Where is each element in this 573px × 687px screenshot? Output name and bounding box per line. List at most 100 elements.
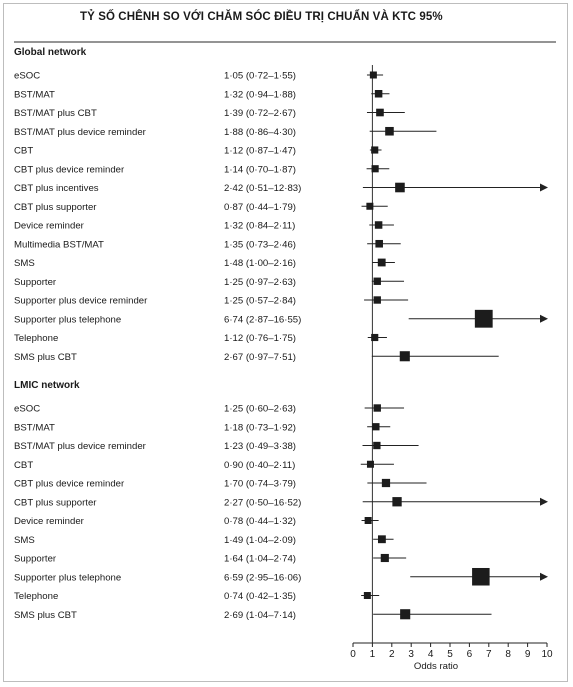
row-label: BST/MAT bbox=[14, 422, 55, 433]
point-estimate bbox=[373, 441, 381, 450]
point-estimate bbox=[474, 309, 493, 328]
forest-row: eSOC 1·05 (0·72–1·55) bbox=[14, 71, 384, 82]
forest-row: SMS plus CBT 2·67 (0·97–7·51) bbox=[14, 351, 499, 363]
point-estimate bbox=[371, 165, 379, 173]
forest-row: CBT plus supporter 0·87 (0·44–1·79) bbox=[14, 202, 388, 213]
x-tick-label: 6 bbox=[467, 649, 473, 660]
row-label: Supporter plus telephone bbox=[14, 314, 121, 325]
row-ci-text: 1·70 (0·74–3·79) bbox=[224, 479, 296, 490]
forest-row: Telephone 1·12 (0·76–1·75) bbox=[14, 333, 387, 344]
row-ci-text: 6·74 (2·87–16·55) bbox=[224, 314, 301, 325]
forest-row: Telephone 0·74 (0·42–1·35) bbox=[14, 591, 380, 602]
forest-row: CBT plus device reminder 1·14 (0·70–1·87) bbox=[14, 164, 390, 175]
forest-row: Supporter 1·25 (0·97–2·63) bbox=[14, 277, 405, 288]
point-estimate bbox=[472, 567, 490, 586]
x-tick-label: 0 bbox=[350, 649, 356, 660]
x-tick-label: 2 bbox=[389, 649, 395, 660]
ci-arrow bbox=[540, 314, 548, 323]
row-ci-text: 2·42 (0·51–12·83) bbox=[224, 183, 301, 194]
point-estimate bbox=[373, 296, 381, 304]
point-estimate bbox=[374, 221, 383, 229]
row-ci-text: 0·78 (0·44–1·32) bbox=[224, 516, 296, 527]
row-ci-text: 1·05 (0·72–1·55) bbox=[224, 71, 296, 82]
row-label: Supporter bbox=[14, 277, 57, 288]
forest-row: CBT 1·12 (0·87–1·47) bbox=[14, 146, 382, 157]
x-tick-label: 10 bbox=[541, 649, 553, 660]
row-ci-text: 6·59 (2·95–16·06) bbox=[224, 572, 301, 583]
point-estimate bbox=[371, 333, 379, 342]
point-estimate bbox=[400, 609, 411, 620]
row-label: SMS bbox=[14, 258, 35, 269]
ci-arrow bbox=[540, 572, 548, 581]
x-tick-label: 1 bbox=[370, 649, 376, 660]
group-0: Global network eSOC 1·05 (0·72–1·55) BST/MA… bbox=[14, 47, 548, 363]
x-tick-label: 3 bbox=[408, 649, 414, 660]
point-estimate bbox=[374, 89, 383, 98]
row-ci-text: 1·12 (0·87–1·47) bbox=[224, 146, 296, 157]
row-label: Supporter plus telephone bbox=[14, 572, 121, 583]
row-label: CBT plus supporter bbox=[14, 497, 97, 508]
point-estimate bbox=[373, 404, 381, 412]
point-estimate bbox=[385, 126, 394, 136]
point-estimate bbox=[392, 497, 402, 507]
row-ci-text: 1·25 (0·57–2·84) bbox=[224, 296, 296, 307]
forest-row: SMS 1·48 (1·00–2·16) bbox=[14, 258, 395, 269]
forest-row: SMS 1·49 (1·04–2·09) bbox=[14, 535, 394, 546]
forest-row: Multimedia BST/MAT 1·35 (0·73–2·46) bbox=[14, 239, 401, 250]
point-estimate bbox=[364, 517, 372, 524]
row-ci-text: 0·87 (0·44–1·79) bbox=[224, 202, 296, 213]
x-tick-label: 5 bbox=[447, 649, 453, 660]
section-title: Global network bbox=[14, 47, 87, 58]
chart-frame bbox=[3, 3, 568, 682]
row-ci-text: 1·25 (0·97–2·63) bbox=[224, 277, 296, 288]
group-1: LMIC network eSOC 1·25 (0·60–2·63) BST/MAT 1… bbox=[14, 380, 548, 621]
row-label: BST/MAT plus device reminder bbox=[14, 441, 147, 452]
point-estimate bbox=[369, 71, 377, 79]
forest-row: BST/MAT plus device reminder 1·23 (0·49–3… bbox=[14, 441, 419, 452]
row-label: CBT plus device reminder bbox=[14, 479, 125, 490]
forest-row: Supporter plus telephone 6·74 (2·87–16·55… bbox=[14, 309, 548, 328]
row-label: CBT plus incentives bbox=[14, 183, 99, 194]
ci-arrow bbox=[540, 183, 548, 192]
forest-row: Device reminder 0·78 (0·44–1·32) bbox=[14, 516, 379, 527]
row-label: BST/MAT plus device reminder bbox=[14, 127, 147, 138]
row-ci-text: 1·32 (0·94–1·88) bbox=[224, 89, 296, 100]
forest-row: CBT plus supporter 2·27 (0·50–16·52) bbox=[14, 497, 548, 508]
x-tick-label: 7 bbox=[486, 649, 492, 660]
row-label: SMS plus CBT bbox=[14, 352, 77, 363]
x-tick-label: 9 bbox=[525, 649, 531, 660]
row-label: Supporter plus device reminder bbox=[14, 296, 148, 307]
row-ci-text: 2·69 (1·04–7·14) bbox=[224, 610, 296, 621]
forest-row: Supporter plus telephone 6·59 (2·95–16·06… bbox=[14, 567, 548, 586]
row-label: Multimedia BST/MAT bbox=[14, 239, 104, 250]
x-tick-label: 4 bbox=[428, 649, 434, 660]
row-ci-text: 1·12 (0·76–1·75) bbox=[224, 333, 296, 344]
point-estimate bbox=[381, 478, 391, 488]
row-ci-text: 2·67 (0·97–7·51) bbox=[224, 352, 296, 363]
forest-row: CBT plus incentives 2·42 (0·51–12·83) bbox=[14, 182, 548, 194]
section-title: LMIC network bbox=[14, 380, 80, 391]
forest-row: Device reminder 1·32 (0·84–2·11) bbox=[14, 221, 394, 232]
row-label: BST/MAT plus CBT bbox=[14, 108, 97, 119]
row-ci-text: 0·90 (0·40–2·11) bbox=[224, 460, 295, 471]
row-ci-text: 1·48 (1·00–2·16) bbox=[224, 258, 296, 269]
x-tick-label: 8 bbox=[505, 649, 511, 660]
point-estimate bbox=[395, 182, 405, 193]
point-estimate bbox=[377, 535, 386, 544]
point-estimate bbox=[380, 553, 389, 563]
row-ci-text: 1·35 (0·73–2·46) bbox=[224, 239, 296, 250]
row-ci-text: 1·14 (0·70–1·87) bbox=[224, 164, 296, 175]
row-label: Device reminder bbox=[14, 221, 85, 232]
row-label: Device reminder bbox=[14, 516, 85, 527]
forest-row: CBT plus device reminder 1·70 (0·74–3·79) bbox=[14, 479, 427, 490]
row-label: BST/MAT bbox=[14, 89, 55, 100]
row-label: SMS bbox=[14, 535, 35, 546]
row-label: CBT plus supporter bbox=[14, 202, 97, 213]
row-ci-text: 1·32 (0·84–2·11) bbox=[224, 221, 295, 232]
row-label: CBT bbox=[14, 146, 33, 157]
point-estimate bbox=[375, 239, 383, 248]
forest-row: BST/MAT plus device reminder 1·88 (0·86–4… bbox=[14, 126, 437, 138]
row-label: CBT plus device reminder bbox=[14, 164, 125, 175]
row-label: Supporter bbox=[14, 554, 57, 565]
row-ci-text: 1·49 (1·04–2·09) bbox=[224, 535, 296, 546]
